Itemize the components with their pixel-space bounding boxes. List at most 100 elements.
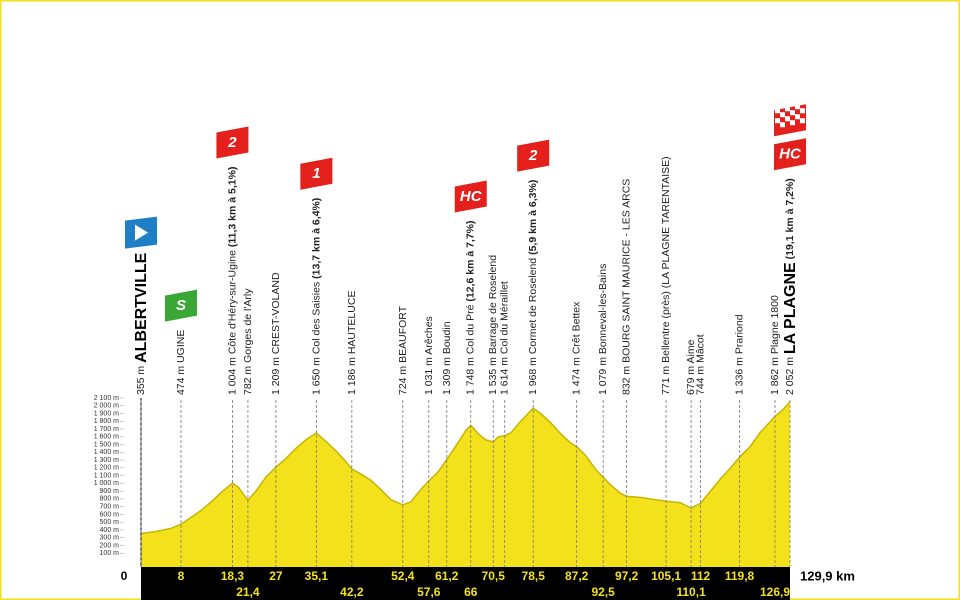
y-tick-label: 2 100 m bbox=[94, 395, 119, 402]
climb-info: (12,6 km à 7,7%) bbox=[465, 220, 477, 301]
waypoint-text: 355 m bbox=[135, 363, 147, 395]
waypoint-label: 355 m ALBERTVILLE bbox=[133, 252, 150, 395]
waypoint-label: 1 209 m CREST-VOLAND bbox=[270, 272, 282, 395]
x-tick-label: 0 bbox=[121, 569, 128, 583]
y-tick-label: 1 400 m bbox=[94, 449, 119, 456]
flag-check bbox=[780, 122, 785, 128]
y-tick-label: 900 m bbox=[100, 488, 120, 495]
x-tick-label: 8 bbox=[178, 569, 185, 583]
waypoint-name: ALBERTVILLE bbox=[133, 252, 150, 363]
waypoint-label: 782 m Gorges de l'Arly bbox=[242, 288, 254, 395]
waypoint-label: 1 079 m Bonneval-les-Bains bbox=[597, 264, 609, 395]
y-tick-label: 1 500 m bbox=[94, 441, 119, 448]
y-tick-label: 1 700 m bbox=[94, 426, 119, 433]
y-tick-label: 400 m bbox=[100, 527, 120, 534]
waypoint-text: 1 650 m Col des Saisies bbox=[310, 279, 322, 395]
y-tick-label: 200 m bbox=[100, 542, 120, 549]
flag-check bbox=[785, 116, 790, 122]
x-tick-label: 112 bbox=[691, 569, 711, 583]
x-tick-label: 92,5 bbox=[591, 585, 615, 599]
waypoint-label: 1 748 m Col du Pré (12,6 km à 7,7%) bbox=[465, 220, 477, 395]
y-tick-label: 1 200 m bbox=[94, 465, 119, 472]
badge-text: HC bbox=[460, 188, 483, 205]
badge-text: 2 bbox=[528, 147, 538, 164]
climb-badge bbox=[300, 157, 333, 190]
distance-bar bbox=[141, 567, 790, 600]
x-tick-label: 119,8 bbox=[725, 569, 755, 583]
climb-badge bbox=[517, 139, 550, 172]
waypoint-text: 1 862 m Plagne 1800 bbox=[769, 295, 781, 395]
climb-info: (11,3 km à 5,1%) bbox=[226, 167, 238, 248]
x-tick-label: 21,4 bbox=[236, 585, 260, 599]
x-tick-label: 87,2 bbox=[565, 569, 589, 583]
waypoint-label: 1 186 m HAUTELUCE bbox=[346, 291, 358, 395]
badge-text: 1 bbox=[312, 165, 320, 182]
climb-info: (19,1 km à 7,2%) bbox=[784, 178, 796, 262]
x-tick-label: 61,2 bbox=[435, 569, 459, 583]
x-tick-label: 105,1 bbox=[651, 569, 681, 583]
y-tick-label: 100 m bbox=[100, 550, 120, 557]
y-tick-label: 600 m bbox=[100, 511, 120, 518]
x-tick-label: 57,6 bbox=[417, 585, 441, 599]
x-tick-label: 78,5 bbox=[522, 569, 546, 583]
waypoint-label: 1 004 m Côte d'Héry-sur-Ugine (11,3 km à… bbox=[226, 167, 238, 395]
waypoint-text: 1 535 m Barrage de Roselend bbox=[487, 255, 499, 395]
x-tick-label: 129,9 km bbox=[800, 568, 855, 583]
waypoint-label: 1 862 m Plagne 1800 bbox=[769, 295, 781, 395]
climb-info: (5,9 km à 6,3%) bbox=[527, 180, 539, 255]
y-tick-label: 2 000 m bbox=[94, 403, 119, 410]
waypoint-label: 832 m BOURG SAINT MAURICE - LES ARCS bbox=[621, 179, 633, 395]
waypoint-text: 1 079 m Bonneval-les-Bains bbox=[597, 264, 609, 395]
waypoint-text: 474 m UGINE bbox=[175, 330, 187, 395]
flag-check bbox=[775, 118, 780, 124]
waypoint-label: 1 650 m Col des Saisies (13,7 km à 6,4%) bbox=[310, 198, 322, 395]
waypoint-label: 1 474 m Crêt Bettex bbox=[571, 301, 583, 395]
waypoint-label: 744 m Mâcot bbox=[695, 334, 707, 395]
start-arrow bbox=[135, 224, 148, 241]
waypoint-text: 1 209 m CREST-VOLAND bbox=[270, 272, 282, 395]
waypoint-label: 1 535 m Barrage de Roselend bbox=[487, 255, 499, 395]
flag-check bbox=[795, 104, 800, 110]
y-tick-label: 800 m bbox=[100, 496, 120, 503]
waypoint-label: 474 m UGINE bbox=[175, 330, 187, 395]
y-tick-label: 1 900 m bbox=[94, 410, 119, 417]
flag-check bbox=[775, 108, 780, 114]
waypoint-text: 832 m BOURG SAINT MAURICE - LES ARCS bbox=[621, 179, 633, 395]
waypoint-text: 1 474 m Crêt Bettex bbox=[571, 301, 583, 395]
waypoint-label: 771 m Bellentre (près) (LA PLAGNE TARENT… bbox=[660, 156, 672, 395]
badge-text: HC bbox=[779, 146, 802, 163]
x-tick-label: 18,3 bbox=[221, 569, 245, 583]
climb-badge bbox=[216, 126, 249, 159]
flag-check bbox=[800, 108, 805, 114]
waypoint-label: 1 614 m Col du Méraillet bbox=[499, 281, 511, 395]
climb-badge bbox=[454, 180, 487, 213]
waypoint-label: 1 031 m Arêches bbox=[423, 316, 435, 395]
waypoint-text: 679 m Aime bbox=[685, 339, 697, 395]
climb-info: (13,7 km à 6,4%) bbox=[310, 198, 322, 279]
waypoint-text: 1 004 m Côte d'Héry-sur-Ugine bbox=[226, 247, 238, 395]
x-tick-label: 70,5 bbox=[482, 569, 506, 583]
waypoint-text: 782 m Gorges de l'Arly bbox=[242, 288, 254, 395]
profile-line bbox=[140, 401, 791, 535]
y-tick-label: 700 m bbox=[100, 504, 120, 511]
x-tick-label: 52,4 bbox=[391, 569, 415, 583]
y-tick-label: 500 m bbox=[100, 519, 120, 526]
waypoint-label: 679 m Aime bbox=[685, 339, 697, 395]
flag-check bbox=[780, 112, 785, 118]
x-tick-label: 126,9 bbox=[760, 585, 790, 599]
waypoint-text: 1 309 m Boudin bbox=[441, 321, 453, 395]
waypoint-text: 2 052 m bbox=[784, 354, 796, 395]
x-tick-label: 66 bbox=[464, 585, 478, 599]
flag-check bbox=[795, 114, 800, 120]
waypoint-text: 1 968 m Cormet de Roselend bbox=[527, 255, 539, 395]
waypoint-label: 1 336 m Prariond bbox=[734, 314, 746, 395]
waypoint-text: 771 m Bellentre (près) (LA PLAGNE TARENT… bbox=[660, 156, 672, 395]
waypoint-text: 724 m BEAUFORT bbox=[397, 305, 409, 395]
waypoint-text: 744 m Mâcot bbox=[695, 334, 707, 395]
flag-check bbox=[790, 120, 795, 126]
x-tick-label: 42,2 bbox=[340, 585, 364, 599]
y-tick-label: 1 300 m bbox=[94, 457, 119, 464]
y-tick-label: 1 800 m bbox=[94, 418, 119, 425]
